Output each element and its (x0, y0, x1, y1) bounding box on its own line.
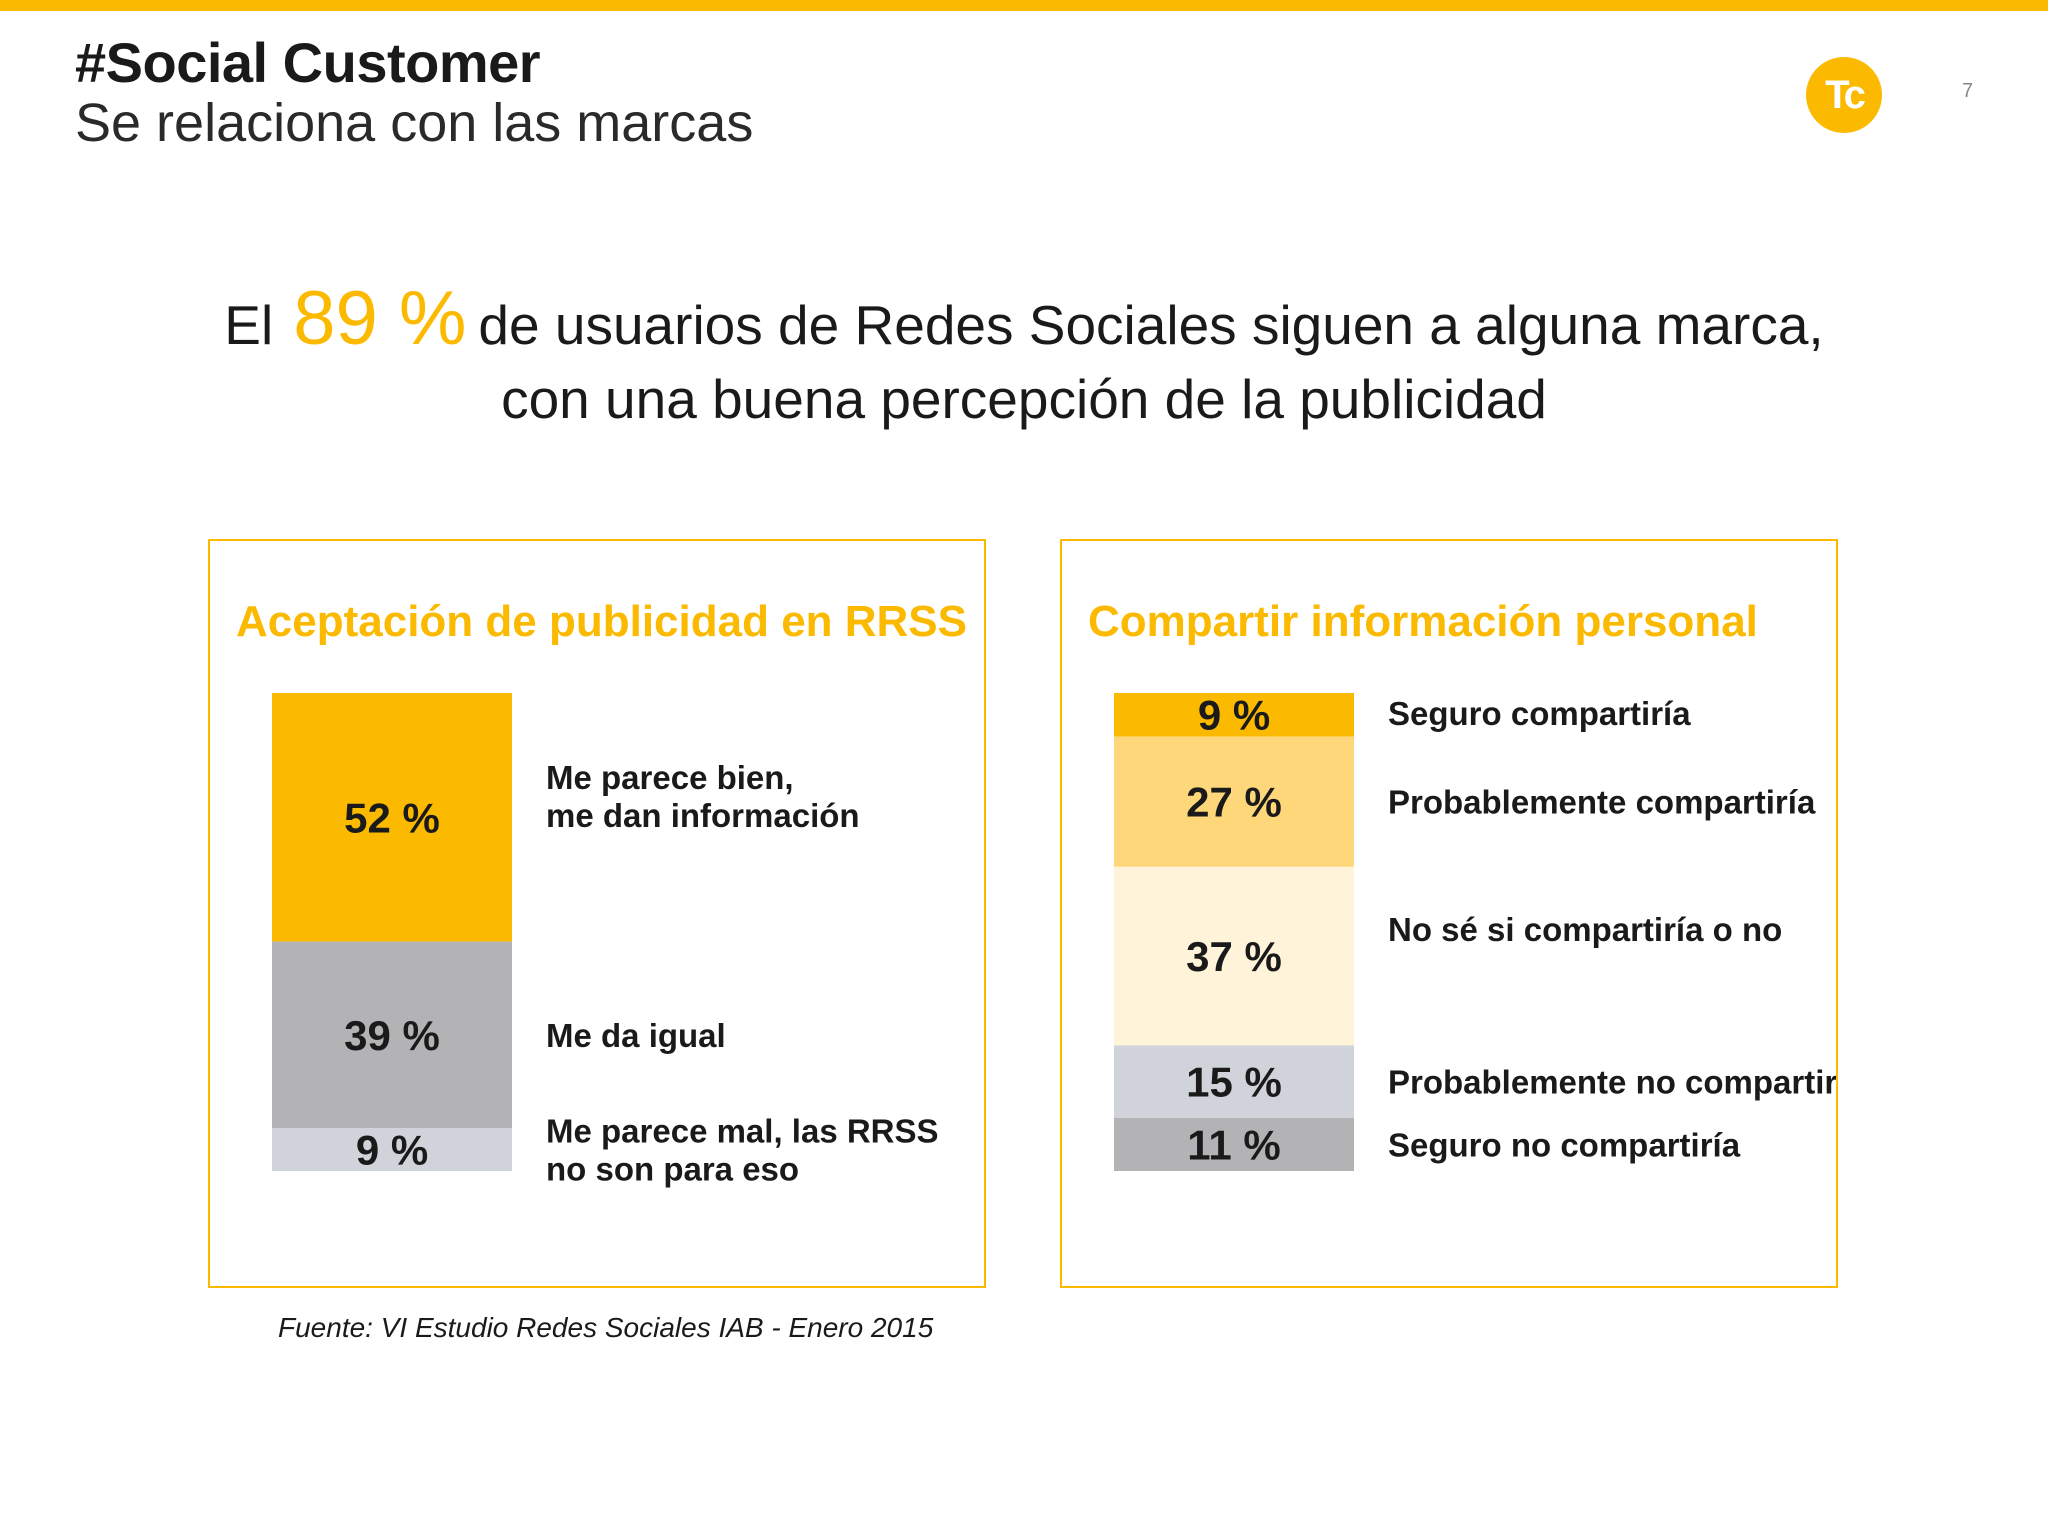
bar-value-label: 9 % (356, 1126, 428, 1173)
category-label: me dan información (546, 797, 860, 834)
share-info-chart: 9 % Seguro compartiría 27 % Probablemente c… (1114, 692, 1836, 1171)
category-label: Probablemente no compartiría (1388, 1064, 1836, 1101)
bar-value-label: 11 % (1187, 1121, 1280, 1168)
bar-value-label: 37 % (1186, 933, 1282, 980)
category-label: no son para eso (546, 1150, 799, 1187)
headline-line2: con una buena percepción de la publicida… (501, 368, 1547, 430)
bar-value-label: 39 % (344, 1012, 440, 1059)
bar-value-label: 9 % (1198, 692, 1270, 739)
bar-segment (1114, 736, 1354, 867)
headline: El 89 % de usuarios de Redes Sociales sigu… (0, 281, 2048, 436)
headline-line1: de usuarios de Redes Sociales siguen a a… (478, 294, 1824, 356)
bar-segment (272, 941, 512, 1128)
category-label: Probablemente compartiría (1388, 784, 1816, 821)
chart-title: Aceptación de publicidad en RRSS (236, 597, 968, 646)
category-label: Me da igual (546, 1017, 726, 1054)
bar-segment (272, 1127, 512, 1171)
headline-lead: El (224, 294, 274, 356)
category-label: No sé si compartiría o no (1388, 911, 1782, 948)
ad-acceptance-chart: 52 % Me parece bien,me dan información 39 … (272, 693, 939, 1187)
chart-title: Compartir información personal (1088, 597, 1758, 646)
bar-segment (1114, 693, 1354, 737)
category-label: Me parece mal, las RRSS (546, 1112, 939, 1149)
page-number: 7 (1962, 80, 1974, 102)
bar-value-label: 27 % (1186, 779, 1282, 826)
source-note: Fuente: VI Estudio Redes Sociales IAB - … (278, 1312, 934, 1343)
bar-segment (1114, 866, 1354, 1046)
panel-ad-acceptance: Aceptación de publicidad en RRSS 52 % Me … (208, 539, 986, 1288)
bar-segment (272, 693, 512, 942)
bar-value-label: 52 % (344, 794, 440, 841)
page-subtitle: Se relaciona con las marcas (75, 93, 754, 153)
logo-text: Tc (1825, 72, 1866, 117)
panel-share-personal-info: Compartir información personal 9 % Seguro… (1060, 539, 1838, 1288)
bar-value-label: 15 % (1186, 1059, 1282, 1106)
headline-highlight: 89 % (293, 276, 467, 361)
top-accent-bar (0, 0, 2048, 11)
category-label: Seguro no compartiría (1388, 1126, 1741, 1163)
brand-logo: Tc (1806, 57, 1882, 133)
category-label: Me parece bien, (546, 759, 794, 796)
bar-segment (1114, 1117, 1354, 1171)
bar-segment (1114, 1045, 1354, 1118)
category-label: Seguro compartiría (1388, 695, 1691, 732)
page-title: #Social Customer (75, 31, 541, 94)
